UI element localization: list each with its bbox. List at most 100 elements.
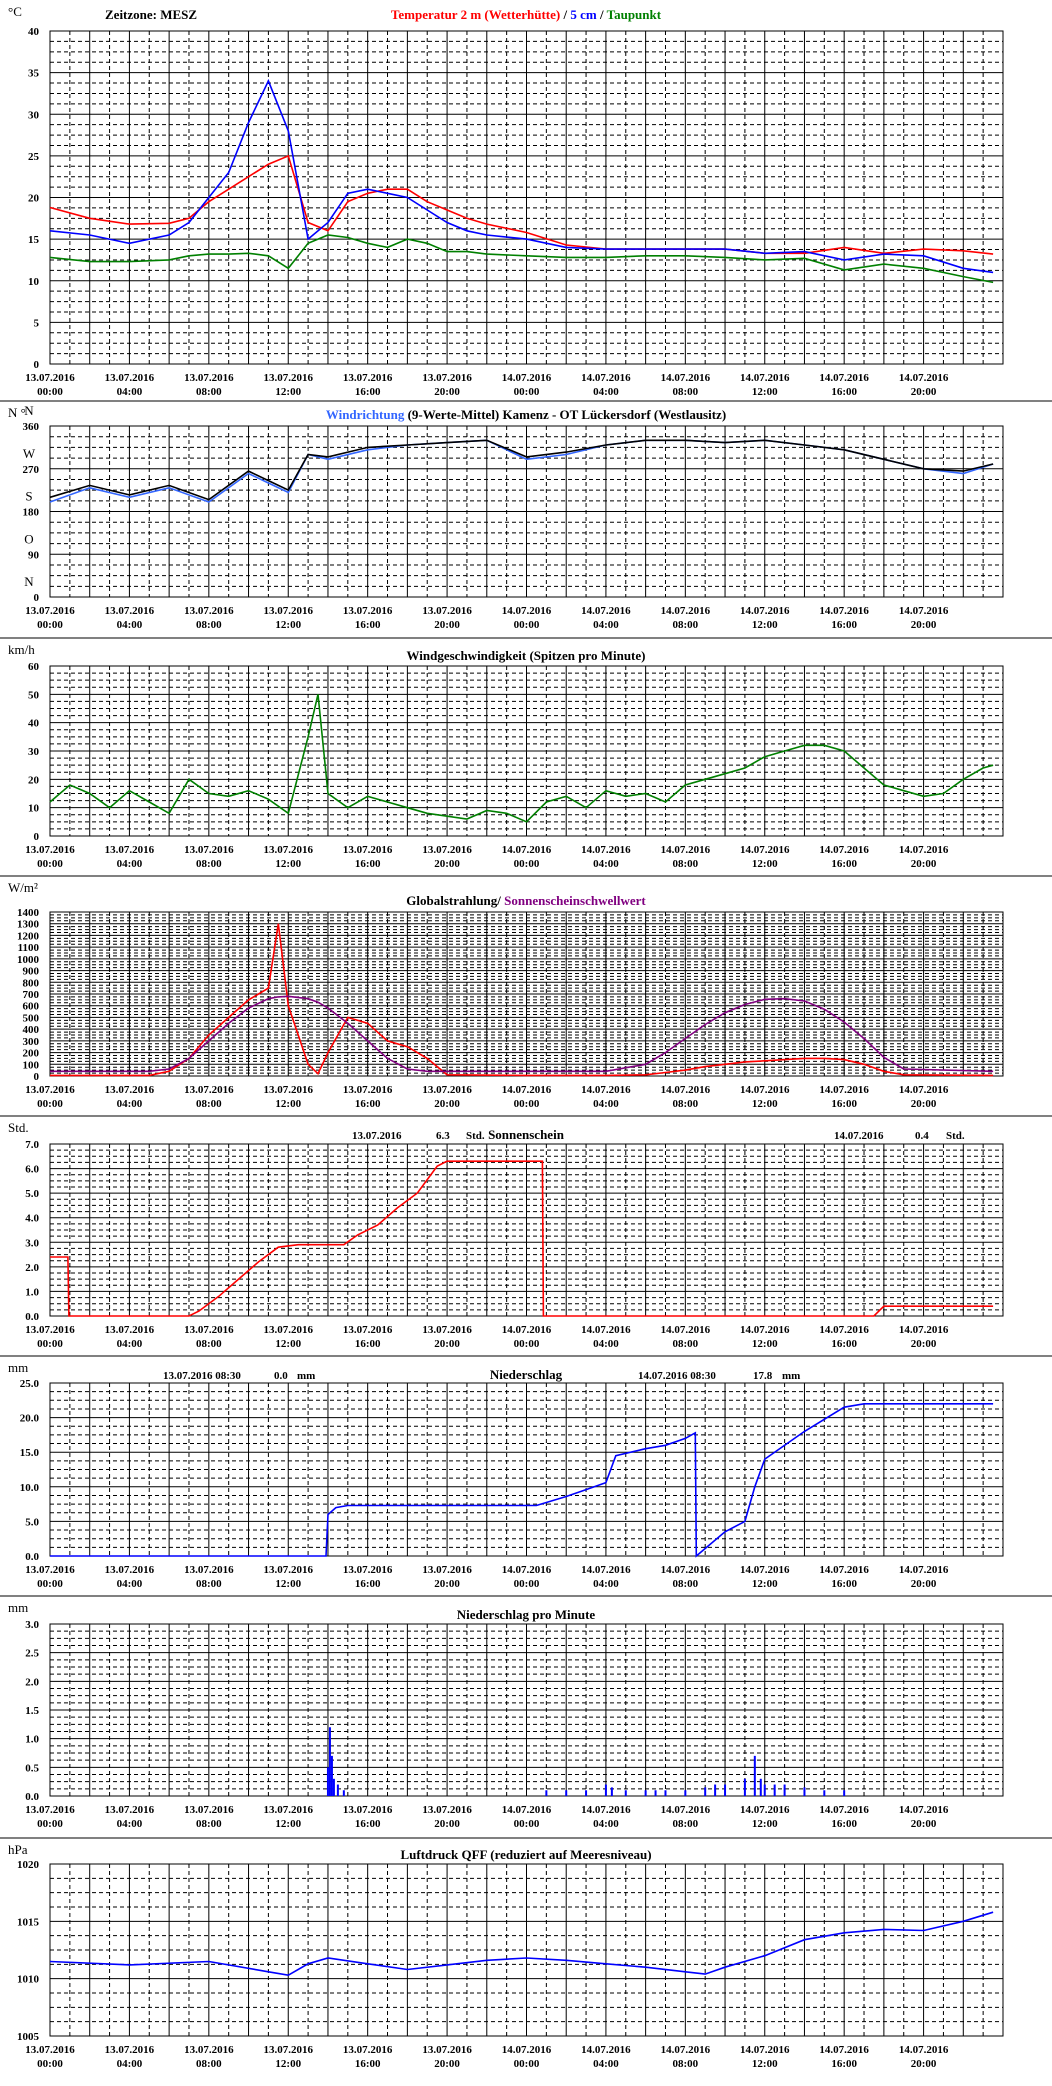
x-tick-time: 04:00 (117, 2058, 143, 2070)
x-tick-date: 14.07.2016 (661, 372, 711, 384)
x-tick-time: 00:00 (514, 619, 540, 631)
x-tick-date: 14.07.2016 (502, 2044, 552, 2056)
x-tick-date: 14.07.2016 (581, 1804, 631, 1816)
y-tick-label: 0 (34, 1071, 40, 1083)
y-tick-label: 15.0 (20, 1447, 40, 1459)
x-tick-date: 14.07.2016 (661, 1564, 711, 1576)
x-tick-time: 12:00 (752, 858, 778, 870)
x-tick-date: 13.07.2016 (184, 1324, 234, 1336)
x-tick-time: 00:00 (37, 1338, 63, 1350)
chart-title: Sonnenschein (488, 1127, 565, 1142)
y-tick-label: 20 (28, 193, 40, 205)
chart-title: Windrichtung (9-Werte-Mittel) Kamenz - O… (326, 407, 726, 422)
x-tick-time: 04:00 (117, 858, 143, 870)
data-series-line (50, 1403, 994, 1558)
y-tick-label: 200 (23, 1048, 40, 1060)
x-tick-time: 08:00 (672, 858, 698, 870)
title-part: / (560, 7, 570, 22)
x-tick-time: 12:00 (275, 1818, 301, 1830)
compass-label: S (25, 489, 32, 504)
x-tick-date: 13.07.2016 (264, 1084, 314, 1096)
x-tick-time: 08:00 (672, 386, 698, 398)
x-tick-time: 04:00 (593, 619, 619, 631)
annotation-unit: Std. (466, 1130, 485, 1142)
x-tick-date: 13.07.2016 (105, 2044, 155, 2056)
x-tick-time: 12:00 (275, 858, 301, 870)
y-tick-label: 360 (23, 421, 40, 433)
unit-label: hPa (8, 1842, 28, 1857)
x-tick-date: 13.07.2016 (264, 1564, 314, 1576)
x-tick-date: 14.07.2016 (899, 1324, 949, 1336)
data-series-line (49, 78, 994, 274)
x-tick-date: 13.07.2016 (25, 1084, 75, 1096)
annotation-date: 14.07.2016 (834, 1130, 884, 1142)
y-tick-label: 1010 (17, 1974, 40, 1986)
compass-label: N (24, 403, 34, 418)
annotation-unit: Std. (946, 1130, 965, 1142)
y-tick-label: 6.0 (25, 1164, 39, 1176)
x-tick-time: 04:00 (593, 1338, 619, 1350)
y-tick-label: 4.0 (25, 1213, 39, 1225)
x-tick-time: 04:00 (593, 1818, 619, 1830)
unit-label: N ° (8, 405, 26, 420)
y-tick-label: 700 (23, 989, 40, 1001)
x-tick-date: 13.07.2016 (343, 605, 393, 617)
x-tick-time: 20:00 (911, 1338, 937, 1350)
x-tick-date: 14.07.2016 (899, 1084, 949, 1096)
data-series-line (49, 1911, 994, 1977)
x-tick-date: 13.07.2016 (105, 372, 155, 384)
y-tick-label: 1005 (17, 2031, 40, 2043)
chart-title: Windgeschwindigkeit (Spitzen pro Minute) (407, 648, 646, 663)
x-tick-time: 08:00 (196, 858, 222, 870)
x-tick-time: 16:00 (831, 1578, 857, 1590)
x-tick-time: 16:00 (831, 858, 857, 870)
y-tick-label: 1.0 (25, 1734, 39, 1746)
x-tick-date: 13.07.2016 (105, 844, 155, 856)
x-tick-date: 13.07.2016 (105, 1324, 155, 1336)
y-tick-label: 0 (34, 831, 40, 843)
title-part: Windrichtung (326, 407, 405, 422)
x-tick-time: 08:00 (196, 386, 222, 398)
x-tick-date: 13.07.2016 (264, 844, 314, 856)
annotation-date: 13.07.2016 08:30 (163, 1370, 241, 1382)
x-tick-date: 14.07.2016 (740, 2044, 790, 2056)
panel-pressure: 1005 1010 1015 1020 hPa Luftdruck QFF (reduzi… (0, 1837, 1052, 2070)
y-tick-label: 35 (28, 68, 40, 80)
x-tick-time: 00:00 (37, 619, 63, 631)
y-tick-label: 30 (28, 109, 40, 121)
title-part: Globalstrahlung/ (406, 893, 504, 908)
x-tick-date: 14.07.2016 (740, 1084, 790, 1096)
x-tick-time: 12:00 (275, 1338, 301, 1350)
x-tick-date: 14.07.2016 (819, 844, 869, 856)
x-tick-time: 20:00 (911, 1578, 937, 1590)
x-tick-date: 14.07.2016 (502, 844, 552, 856)
x-tick-date: 13.07.2016 (422, 1804, 472, 1816)
x-tick-time: 12:00 (752, 1818, 778, 1830)
x-tick-time: 00:00 (37, 1818, 63, 1830)
title-part: Taupunkt (607, 7, 662, 22)
chart-title: Luftdruck QFF (reduziert auf Meeresnivea… (400, 1847, 651, 1862)
y-tick-label: 1000 (17, 954, 40, 966)
x-tick-date: 13.07.2016 (105, 1564, 155, 1576)
y-tick-label: 25 (28, 151, 40, 163)
y-tick-label: 0.0 (25, 1791, 39, 1803)
y-tick-label: 500 (23, 1012, 40, 1024)
x-tick-time: 08:00 (672, 1818, 698, 1830)
x-tick-date: 13.07.2016 (184, 372, 234, 384)
x-tick-time: 16:00 (355, 1098, 381, 1110)
x-tick-time: 20:00 (911, 619, 937, 631)
x-tick-date: 14.07.2016 (819, 1084, 869, 1096)
x-tick-date: 14.07.2016 (899, 2044, 949, 2056)
y-tick-label: 100 (23, 1059, 40, 1071)
x-tick-time: 20:00 (434, 858, 460, 870)
x-tick-date: 14.07.2016 (740, 844, 790, 856)
x-tick-time: 16:00 (355, 386, 381, 398)
x-tick-time: 16:00 (831, 619, 857, 631)
y-tick-label: 25.0 (20, 1378, 40, 1390)
x-tick-time: 08:00 (196, 1578, 222, 1590)
y-tick-label: 20 (28, 774, 40, 786)
x-tick-date: 13.07.2016 (25, 1564, 75, 1576)
y-tick-label: 0 (34, 592, 40, 604)
x-tick-date: 13.07.2016 (343, 1804, 393, 1816)
